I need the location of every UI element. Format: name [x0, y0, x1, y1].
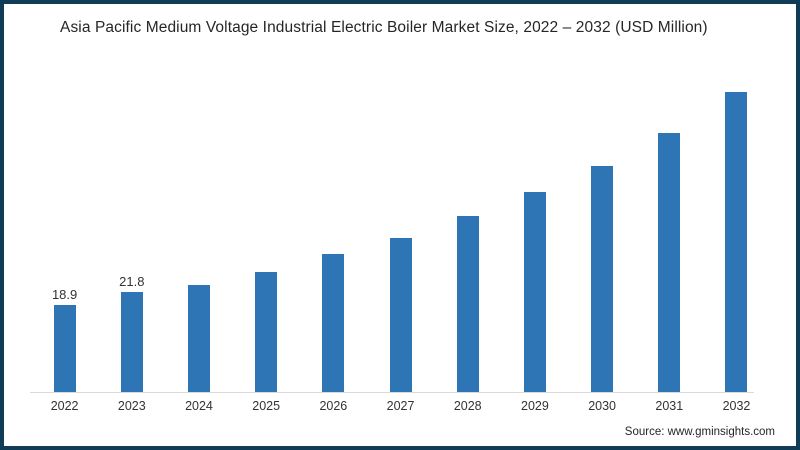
bar-2023: [120, 292, 143, 392]
x-axis-label: 2028: [453, 399, 482, 413]
x-axis-label: 2023: [117, 399, 146, 413]
bar-column: [636, 51, 703, 392]
source-attribution: Source: www.gminsights.com: [624, 426, 775, 438]
bar-column: [501, 51, 568, 392]
x-axis-label: 2027: [386, 399, 415, 413]
bar-column: [367, 51, 434, 392]
x-axis-label: 2030: [588, 399, 616, 413]
x-axis-label: 2029: [521, 399, 549, 413]
bar-2029: [523, 192, 546, 392]
x-axis-labels: 2022 2023 2024 2025 2026 2027 2028 2029 2030 2031…: [31, 399, 770, 413]
bar-chart-plot-area: 18.9 21.8: [31, 51, 770, 392]
bar-2025: [255, 271, 278, 392]
x-axis-label: 2022: [50, 399, 79, 413]
bar-value-label: 18.9: [51, 287, 78, 303]
bar-column: [434, 51, 501, 392]
bar-column: [569, 51, 636, 392]
x-axis-label: 2024: [185, 399, 213, 413]
bar-column: [703, 51, 770, 392]
bar-2031: [658, 132, 681, 392]
bar-2032: [725, 92, 748, 392]
x-axis-label: 2032: [722, 399, 751, 413]
bar-column: 18.9: [31, 51, 98, 392]
bar-column: 21.8: [98, 51, 165, 392]
bar-2030: [591, 165, 614, 392]
bar-2022: [53, 305, 76, 392]
x-axis-line: [30, 392, 754, 393]
bar-2024: [187, 285, 210, 392]
bar-2026: [322, 253, 345, 392]
x-axis-label: 2026: [319, 399, 348, 413]
bar-column: [233, 51, 300, 392]
x-axis-label: 2025: [252, 399, 281, 413]
bar-column: [165, 51, 232, 392]
bar-column: [300, 51, 367, 392]
bar-2028: [456, 215, 479, 392]
chart-title: Asia Pacific Medium Voltage Industrial E…: [60, 19, 708, 36]
x-axis-label: 2031: [655, 399, 684, 413]
bar-value-label: 21.8: [119, 274, 145, 289]
bar-2027: [389, 237, 412, 392]
